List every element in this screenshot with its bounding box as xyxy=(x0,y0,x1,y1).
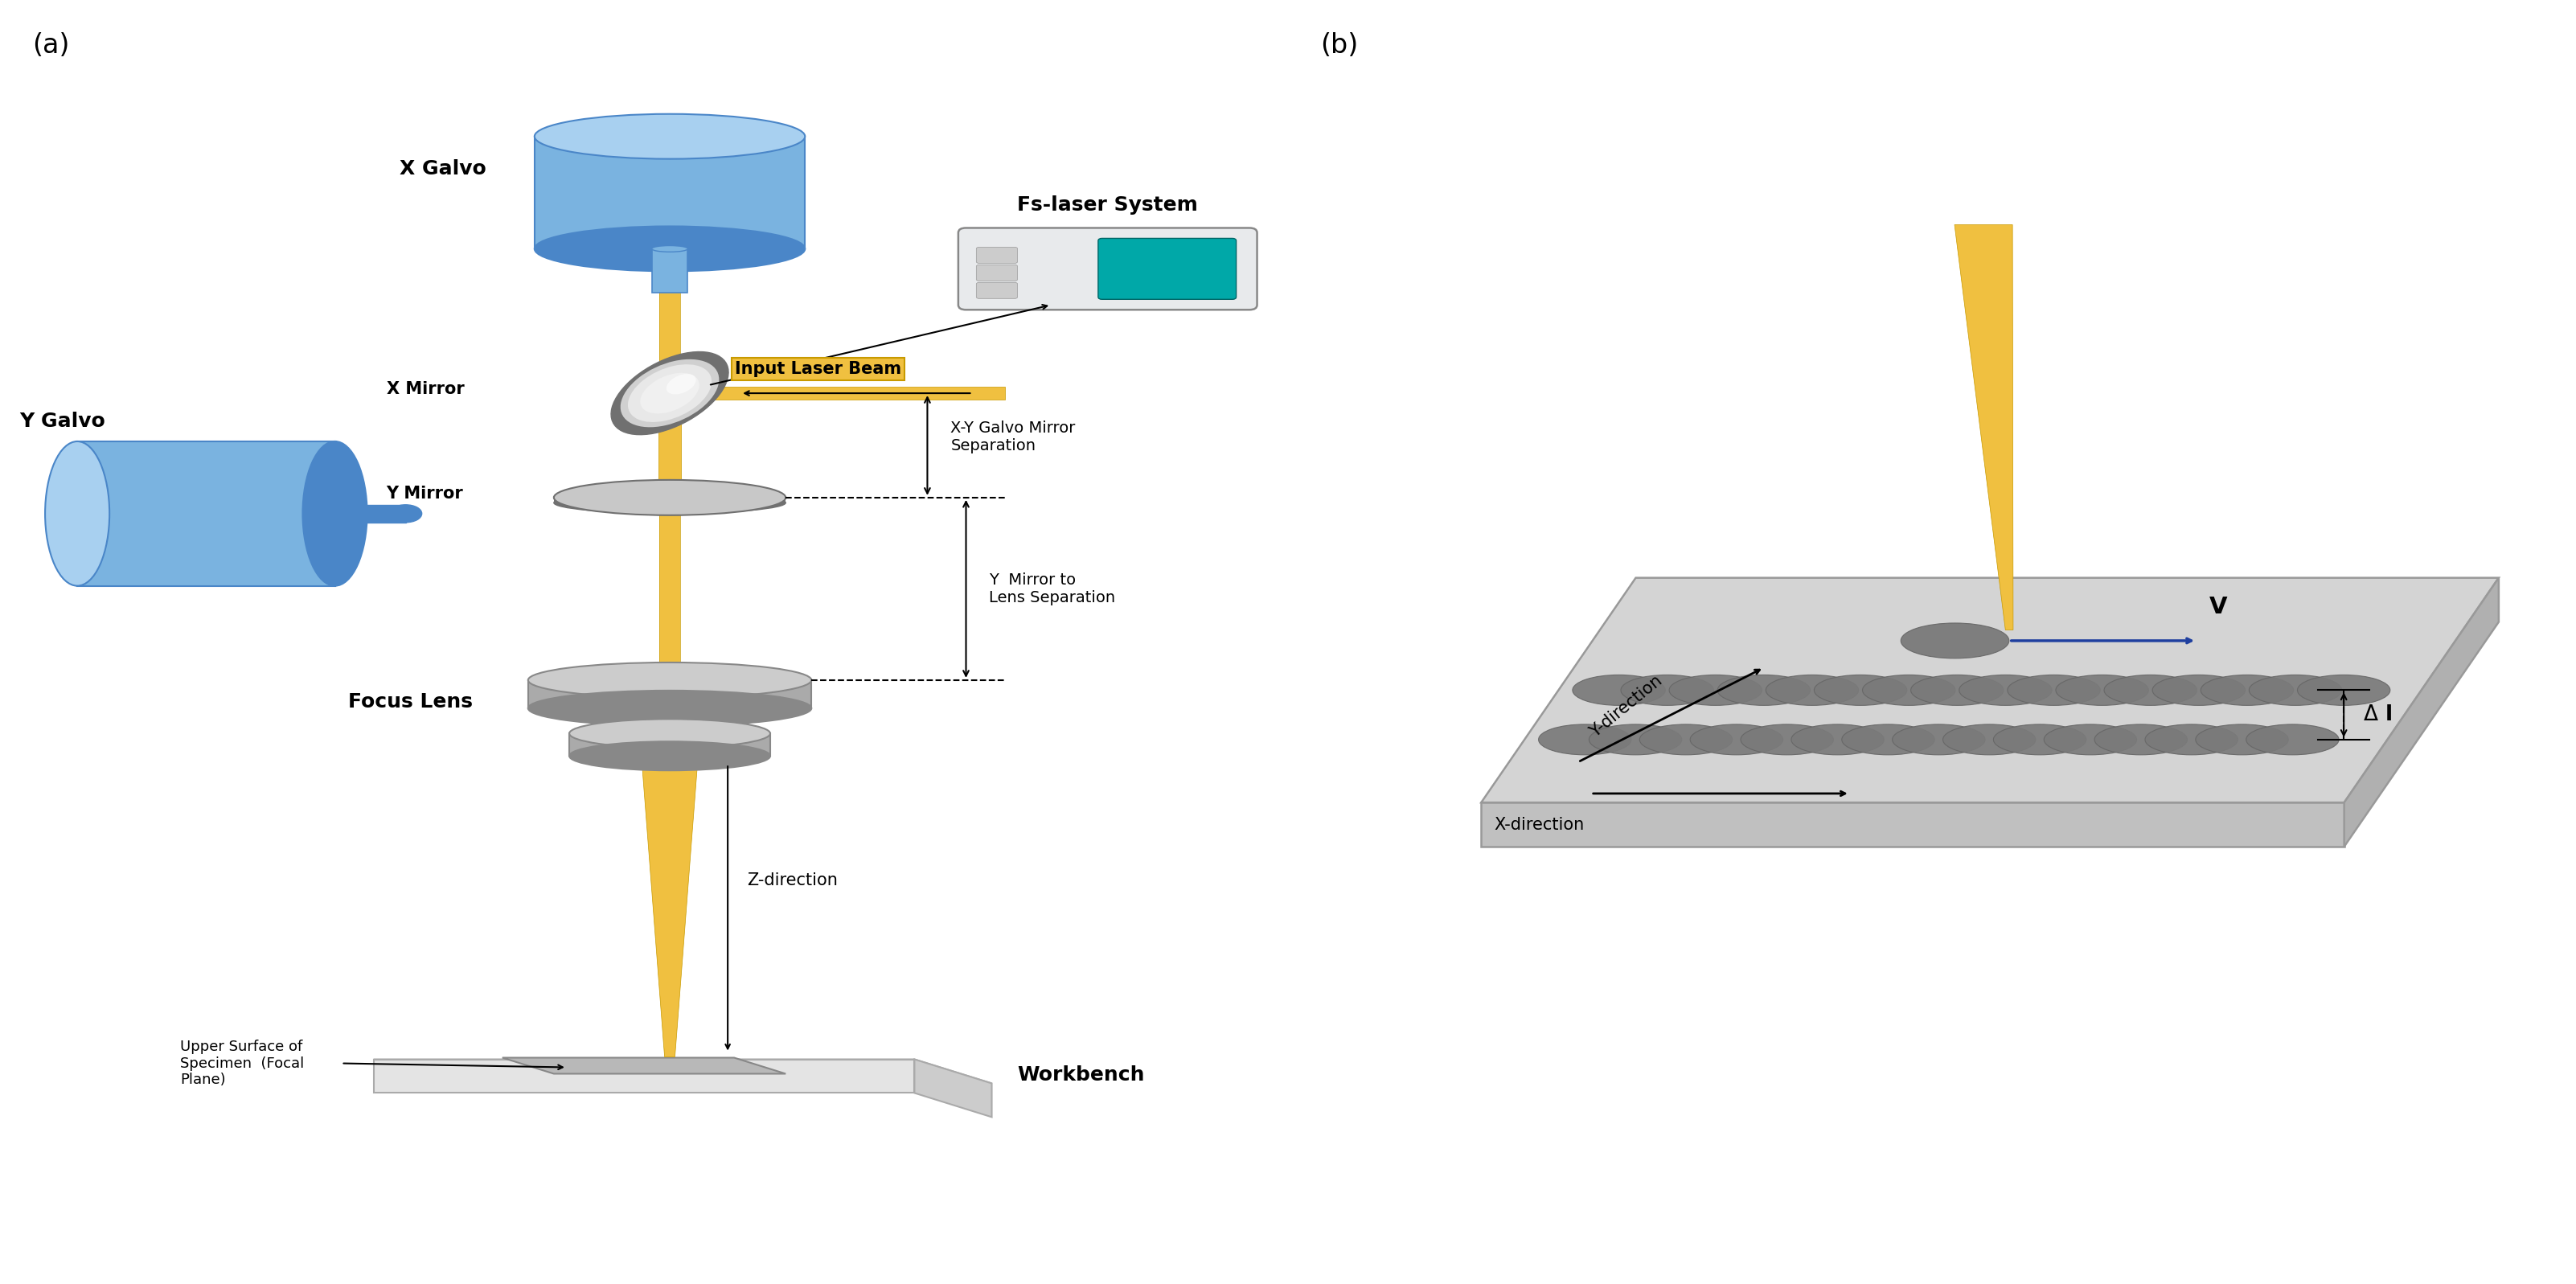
Ellipse shape xyxy=(44,442,108,586)
Ellipse shape xyxy=(1718,675,1811,705)
Polygon shape xyxy=(2344,578,2499,846)
Text: (b): (b) xyxy=(1319,32,1358,59)
Ellipse shape xyxy=(1901,623,2009,659)
Polygon shape xyxy=(554,497,786,503)
Polygon shape xyxy=(914,1059,992,1117)
Ellipse shape xyxy=(2043,724,2136,755)
Ellipse shape xyxy=(536,226,806,271)
Text: Fs-laser System: Fs-laser System xyxy=(1018,195,1198,214)
Polygon shape xyxy=(1481,802,2344,846)
Ellipse shape xyxy=(1994,724,2087,755)
Ellipse shape xyxy=(2249,675,2342,705)
Text: Y-direction: Y-direction xyxy=(1587,673,1667,741)
Ellipse shape xyxy=(1842,724,1935,755)
Ellipse shape xyxy=(667,374,696,394)
Text: $\Delta$ l: $\Delta$ l xyxy=(2362,705,2393,725)
Ellipse shape xyxy=(2246,724,2339,755)
Text: Upper Surface of
Specimen  (Focal
Plane): Upper Surface of Specimen (Focal Plane) xyxy=(180,1039,304,1088)
FancyBboxPatch shape xyxy=(976,282,1018,299)
Ellipse shape xyxy=(1862,675,1955,705)
Polygon shape xyxy=(683,386,1005,399)
Polygon shape xyxy=(335,505,407,523)
Ellipse shape xyxy=(2007,675,2099,705)
FancyBboxPatch shape xyxy=(976,265,1018,281)
Ellipse shape xyxy=(621,360,719,428)
Ellipse shape xyxy=(1638,724,1731,755)
Ellipse shape xyxy=(569,719,770,747)
Ellipse shape xyxy=(304,442,368,586)
Ellipse shape xyxy=(536,114,806,159)
Ellipse shape xyxy=(1942,724,2035,755)
Ellipse shape xyxy=(528,691,811,725)
Ellipse shape xyxy=(1538,724,1631,755)
Polygon shape xyxy=(374,1059,992,1084)
FancyBboxPatch shape xyxy=(1097,239,1236,299)
Ellipse shape xyxy=(1571,675,1664,705)
Ellipse shape xyxy=(1765,675,1857,705)
Text: Focus Lens: Focus Lens xyxy=(348,692,471,711)
Ellipse shape xyxy=(2056,675,2148,705)
FancyBboxPatch shape xyxy=(958,229,1257,309)
Text: X-direction: X-direction xyxy=(1494,817,1584,832)
Ellipse shape xyxy=(1669,675,1762,705)
Ellipse shape xyxy=(2146,724,2239,755)
Ellipse shape xyxy=(554,492,786,514)
Polygon shape xyxy=(536,136,806,249)
Text: Input Laser Beam: Input Laser Beam xyxy=(734,361,902,377)
Ellipse shape xyxy=(1620,675,1713,705)
Ellipse shape xyxy=(1960,675,2053,705)
Ellipse shape xyxy=(2200,675,2293,705)
Ellipse shape xyxy=(2298,675,2391,705)
Ellipse shape xyxy=(1790,724,1883,755)
Polygon shape xyxy=(77,442,335,586)
Text: X Galvo: X Galvo xyxy=(399,159,487,178)
Ellipse shape xyxy=(629,365,711,422)
Polygon shape xyxy=(374,1059,914,1093)
Text: (a): (a) xyxy=(31,32,70,59)
Ellipse shape xyxy=(2195,724,2287,755)
Ellipse shape xyxy=(2154,675,2246,705)
Ellipse shape xyxy=(1893,724,1986,755)
Text: Z-direction: Z-direction xyxy=(747,872,837,889)
Ellipse shape xyxy=(1741,724,1834,755)
Polygon shape xyxy=(652,249,688,293)
Text: Y  Mirror to
Lens Separation: Y Mirror to Lens Separation xyxy=(989,573,1115,605)
Ellipse shape xyxy=(652,245,688,252)
FancyBboxPatch shape xyxy=(976,248,1018,263)
Ellipse shape xyxy=(1911,675,2004,705)
Polygon shape xyxy=(1481,578,2499,802)
Text: V: V xyxy=(2210,596,2228,619)
Text: Workbench: Workbench xyxy=(1018,1066,1144,1085)
Polygon shape xyxy=(569,733,770,756)
Text: X Mirror: X Mirror xyxy=(386,381,464,397)
Ellipse shape xyxy=(389,505,422,523)
Polygon shape xyxy=(659,393,680,498)
Polygon shape xyxy=(641,756,698,1057)
Ellipse shape xyxy=(1589,724,1682,755)
Ellipse shape xyxy=(641,372,698,413)
Ellipse shape xyxy=(554,480,786,515)
Ellipse shape xyxy=(1814,675,1906,705)
Text: Y Mirror: Y Mirror xyxy=(386,485,464,502)
Ellipse shape xyxy=(1690,724,1783,755)
Text: X-Y Galvo Mirror
Separation: X-Y Galvo Mirror Separation xyxy=(951,421,1074,453)
Ellipse shape xyxy=(2105,675,2197,705)
Ellipse shape xyxy=(528,663,811,697)
Polygon shape xyxy=(1955,225,2014,630)
Ellipse shape xyxy=(2094,724,2187,755)
Ellipse shape xyxy=(611,352,729,435)
Polygon shape xyxy=(502,1058,786,1073)
Text: Y Galvo: Y Galvo xyxy=(21,412,106,431)
Ellipse shape xyxy=(569,742,770,770)
Polygon shape xyxy=(528,681,811,709)
